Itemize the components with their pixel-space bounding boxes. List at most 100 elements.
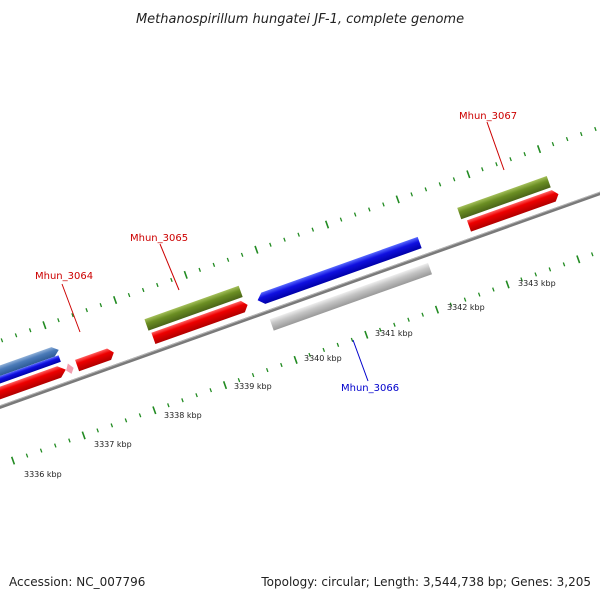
minor-tick bbox=[562, 262, 566, 267]
minor-tick bbox=[495, 162, 498, 167]
reverse-cds-arrow-large bbox=[257, 236, 422, 304]
steel-blue-feature bbox=[0, 347, 59, 381]
major-tick bbox=[10, 456, 16, 465]
minor-tick bbox=[382, 202, 385, 207]
minor-tick bbox=[393, 322, 396, 327]
minor-tick bbox=[127, 292, 131, 298]
minor-tick bbox=[368, 207, 371, 212]
minor-tick bbox=[477, 292, 481, 297]
gene-label-mhun-3065: Mhun_3065 bbox=[130, 233, 188, 291]
olive-feature bbox=[457, 176, 551, 220]
scale-label: 3343 kbp bbox=[518, 279, 556, 288]
minor-tick bbox=[167, 403, 170, 408]
minor-tick bbox=[181, 398, 184, 403]
minor-tick bbox=[237, 378, 241, 383]
leader-line bbox=[61, 283, 81, 333]
major-tick bbox=[254, 245, 259, 254]
minor-tick bbox=[0, 338, 4, 343]
minor-tick bbox=[534, 272, 538, 277]
scale-label: 3337 kbp bbox=[94, 440, 132, 449]
forward-cds-arrow bbox=[151, 300, 248, 345]
minor-tick bbox=[280, 362, 283, 368]
minor-tick bbox=[523, 152, 527, 157]
minor-tick bbox=[209, 388, 213, 393]
minor-tick bbox=[492, 287, 495, 292]
minor-tick bbox=[308, 352, 311, 358]
reverse-cds-arrow bbox=[0, 355, 61, 387]
leader-line bbox=[486, 121, 505, 171]
mhun-3064-features bbox=[0, 347, 114, 401]
minor-tick bbox=[54, 443, 57, 448]
minor-tick bbox=[195, 393, 198, 398]
minor-tick bbox=[25, 453, 29, 458]
major-tick bbox=[293, 355, 298, 364]
minor-tick bbox=[14, 333, 18, 338]
scale-label: 3340 kbp bbox=[304, 354, 342, 363]
genome-backbone-highlight bbox=[0, 157, 600, 441]
pink-fragment bbox=[66, 363, 74, 374]
major-tick bbox=[81, 431, 86, 440]
major-tick bbox=[364, 330, 369, 339]
minor-tick bbox=[96, 428, 99, 433]
scale-label: 3338 kbp bbox=[164, 411, 202, 420]
scale-label: 3341 kbp bbox=[375, 329, 413, 338]
major-tick bbox=[576, 255, 581, 264]
minor-tick bbox=[141, 287, 145, 293]
forward-cds-arrow-small bbox=[75, 348, 114, 372]
mhun-3065-features bbox=[144, 285, 248, 345]
minor-tick bbox=[322, 347, 326, 353]
minor-tick bbox=[71, 313, 74, 318]
minor-tick bbox=[551, 141, 555, 147]
forward-cds-arrow bbox=[466, 190, 559, 232]
minor-tick bbox=[156, 282, 159, 288]
major-tick bbox=[222, 381, 228, 390]
inner-tick-row bbox=[0, 252, 594, 468]
major-tick bbox=[113, 295, 118, 305]
minor-tick bbox=[438, 182, 442, 187]
minor-tick bbox=[226, 257, 230, 262]
minor-tick bbox=[311, 227, 315, 232]
topology-text: Topology: circular; Length: 3,544,738 bp… bbox=[260, 575, 591, 589]
major-tick bbox=[152, 406, 157, 415]
gene-label: Mhun_3067 bbox=[459, 111, 517, 122]
scale-labels: 3336 kbp 3337 kbp 3338 kbp 3339 kbp 3340… bbox=[24, 279, 556, 479]
minor-tick bbox=[124, 418, 128, 423]
major-tick bbox=[42, 321, 47, 330]
minor-tick bbox=[138, 413, 142, 418]
minor-tick bbox=[39, 448, 43, 453]
minor-tick bbox=[509, 157, 512, 162]
major-tick bbox=[395, 195, 400, 204]
minor-tick bbox=[594, 126, 597, 132]
minor-tick bbox=[579, 131, 583, 137]
minor-tick bbox=[212, 262, 216, 267]
minor-tick bbox=[336, 342, 340, 347]
minor-tick bbox=[350, 337, 354, 342]
minor-tick bbox=[590, 252, 594, 257]
minor-tick bbox=[28, 328, 32, 333]
minor-tick bbox=[57, 318, 60, 323]
minor-tick bbox=[353, 212, 357, 217]
minor-tick bbox=[99, 303, 103, 308]
minor-tick bbox=[520, 277, 523, 282]
major-tick bbox=[183, 270, 188, 279]
outer-tick-row bbox=[0, 126, 597, 343]
grey-feature bbox=[269, 262, 433, 331]
gene-label-mhun-3067: Mhun_3067 bbox=[459, 111, 517, 171]
minor-tick bbox=[240, 252, 244, 257]
accession-text: Accession: NC_007796 bbox=[9, 575, 145, 589]
mhun-3066-features bbox=[257, 236, 433, 331]
major-tick bbox=[536, 145, 542, 154]
minor-tick bbox=[407, 317, 410, 322]
minor-tick bbox=[565, 136, 569, 142]
mhun-3067-features bbox=[457, 176, 559, 232]
minor-tick bbox=[339, 217, 343, 222]
scale-label: 3339 kbp bbox=[234, 382, 272, 391]
minor-tick bbox=[110, 423, 114, 428]
minor-tick bbox=[68, 438, 71, 443]
minor-tick bbox=[421, 312, 424, 317]
scale-label: 3336 kbp bbox=[24, 470, 62, 479]
minor-tick bbox=[410, 192, 413, 197]
minor-tick bbox=[463, 297, 467, 302]
minor-tick bbox=[379, 327, 382, 332]
